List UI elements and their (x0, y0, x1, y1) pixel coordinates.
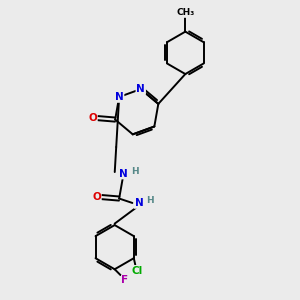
Text: N: N (119, 169, 128, 178)
Text: N: N (115, 92, 124, 102)
Text: N: N (136, 84, 145, 94)
Text: O: O (88, 113, 97, 123)
Text: O: O (92, 192, 101, 202)
Text: CH₃: CH₃ (176, 8, 194, 17)
Text: Cl: Cl (131, 266, 142, 276)
Text: H: H (146, 196, 154, 205)
Text: N: N (134, 198, 143, 208)
Text: H: H (131, 167, 139, 176)
Text: F: F (122, 275, 128, 285)
